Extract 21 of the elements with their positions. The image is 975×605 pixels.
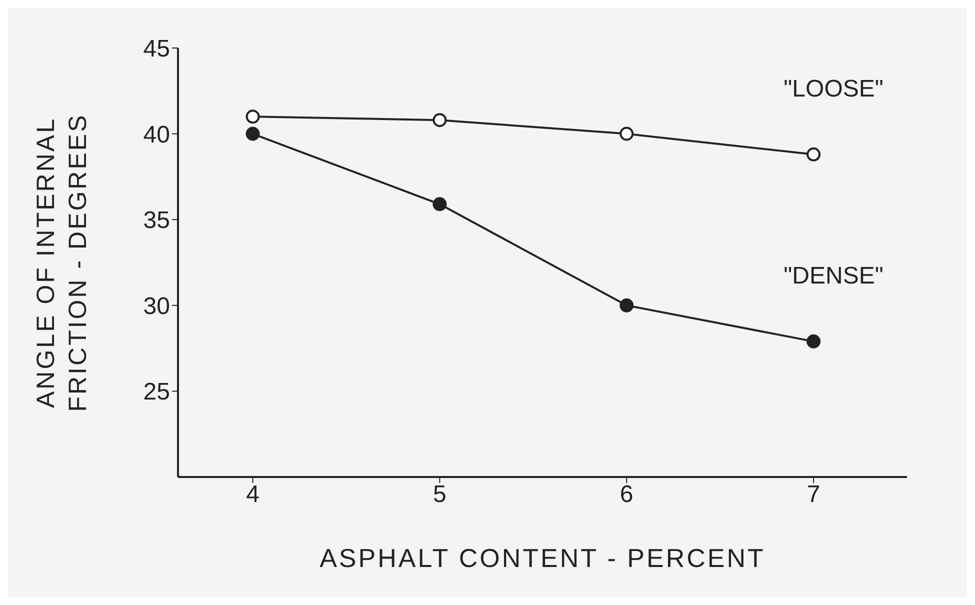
point — [806, 334, 821, 348]
y-tick-label: 45 — [143, 36, 170, 63]
point — [620, 298, 634, 312]
x-tick-label: 4 — [246, 481, 260, 508]
y-tick-label: 35 — [143, 207, 170, 234]
point — [246, 126, 260, 141]
point — [432, 197, 447, 212]
y-axis-title: ANGLE OF INTERNAL FRICTION - DEGREES — [32, 113, 92, 412]
point — [432, 113, 447, 128]
y-tick-label: 40 — [143, 121, 170, 148]
point — [246, 110, 260, 124]
point — [806, 147, 821, 162]
series-label: "DENSE" — [784, 262, 884, 290]
x-tick-label: 5 — [433, 481, 446, 508]
y-tick-label: 25 — [143, 378, 170, 406]
point — [620, 126, 634, 141]
x-tick-label: 6 — [620, 481, 634, 508]
text: "LOOSE" — [784, 75, 884, 102]
y-tick-label: 30 — [143, 292, 170, 320]
x-tick-label: 7 — [806, 481, 820, 508]
x-axis-title: ASPHALT CONTENT - PERCENT — [320, 543, 766, 573]
